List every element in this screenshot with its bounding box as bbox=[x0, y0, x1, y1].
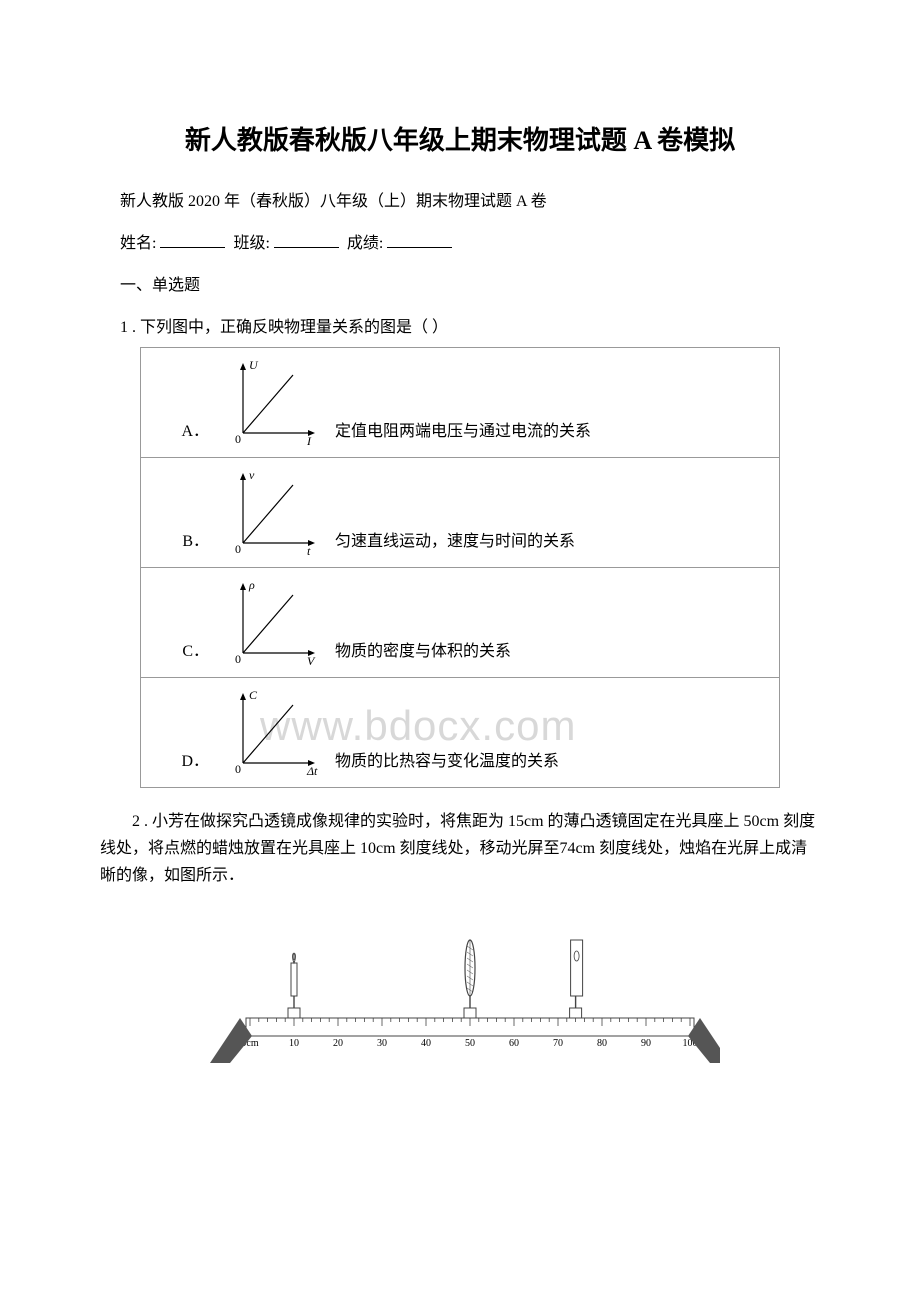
svg-text:I: I bbox=[306, 434, 312, 445]
option-b-cell: B． v t 0 匀速直线运动，速度与时间的关系 bbox=[141, 458, 780, 568]
svg-text:t: t bbox=[307, 544, 311, 555]
section-1-header: 一、单选题 bbox=[90, 271, 830, 295]
svg-text:80: 80 bbox=[597, 1038, 607, 1049]
score-blank[interactable] bbox=[387, 232, 452, 248]
option-d-desc: 物质的比热容与变化温度的关系 bbox=[335, 747, 559, 775]
svg-text:10: 10 bbox=[289, 1038, 299, 1049]
option-c-desc: 物质的密度与体积的关系 bbox=[335, 637, 511, 665]
option-a-cell: A． U I 0 定值电阻两端电压与通过电流的关系 bbox=[141, 348, 780, 458]
option-c-chart: ρ V 0 bbox=[225, 577, 325, 665]
name-label: 姓名: bbox=[120, 235, 156, 252]
svg-text:0: 0 bbox=[235, 652, 241, 665]
svg-text:90: 90 bbox=[641, 1038, 651, 1049]
option-d-letter: D． bbox=[153, 747, 209, 775]
score-label: 成绩: bbox=[347, 235, 383, 252]
svg-text:ρ: ρ bbox=[248, 578, 255, 592]
class-blank[interactable] bbox=[274, 232, 339, 248]
option-b-chart: v t 0 bbox=[225, 467, 325, 555]
subtitle: 新人教版 2020 年（春秋版）八年级（上）期末物理试题 A 卷 bbox=[90, 187, 830, 211]
svg-text:20: 20 bbox=[333, 1038, 343, 1049]
svg-text:C: C bbox=[249, 688, 258, 702]
option-a-letter: A． bbox=[153, 417, 209, 445]
svg-text:70: 70 bbox=[553, 1038, 563, 1049]
class-label: 班级: bbox=[233, 235, 269, 252]
question-1: 1 . 下列图中，正确反映物理量关系的图是（ ） bbox=[90, 313, 830, 337]
svg-text:U: U bbox=[249, 358, 259, 372]
option-b-letter: B． bbox=[153, 527, 209, 555]
optical-bench-figure: 0cm102030405060708090100 bbox=[200, 908, 720, 1068]
svg-text:60: 60 bbox=[509, 1038, 519, 1049]
svg-text:30: 30 bbox=[377, 1038, 387, 1049]
option-b-desc: 匀速直线运动，速度与时间的关系 bbox=[335, 527, 575, 555]
option-a-desc: 定值电阻两端电压与通过电流的关系 bbox=[335, 417, 591, 445]
option-d-chart: C Δt 0 bbox=[225, 687, 325, 775]
option-c-cell: C． ρ V 0 物质的密度与体积的关系 bbox=[141, 568, 780, 678]
svg-text:Δt: Δt bbox=[306, 764, 318, 775]
question-2: 2 . 小芳在做探究凸透镜成像规律的实验时，将焦距为 15cm 的薄凸透镜固定在… bbox=[90, 808, 830, 890]
option-a-chart: U I 0 bbox=[225, 357, 325, 445]
option-c-letter: C． bbox=[153, 637, 209, 665]
svg-text:V: V bbox=[307, 654, 316, 665]
name-blank[interactable] bbox=[160, 232, 225, 248]
svg-text:40: 40 bbox=[421, 1038, 431, 1049]
svg-text:50: 50 bbox=[465, 1038, 475, 1049]
page-title: 新人教版春秋版八年级上期末物理试题 A 卷模拟 bbox=[90, 120, 830, 157]
svg-text:0: 0 bbox=[235, 542, 241, 555]
svg-text:0: 0 bbox=[235, 432, 241, 445]
svg-text:0: 0 bbox=[235, 762, 241, 775]
fill-line: 姓名: 班级: 成绩: bbox=[90, 229, 830, 253]
options-table: A． U I 0 定值电阻两端电压与通过电流的关系 B． v t 0 匀速直线运动，速度… bbox=[140, 347, 780, 788]
option-d-cell: D． C Δt 0 物质的比热容与变化温度的关系 bbox=[141, 678, 780, 788]
svg-text:v: v bbox=[249, 468, 255, 482]
